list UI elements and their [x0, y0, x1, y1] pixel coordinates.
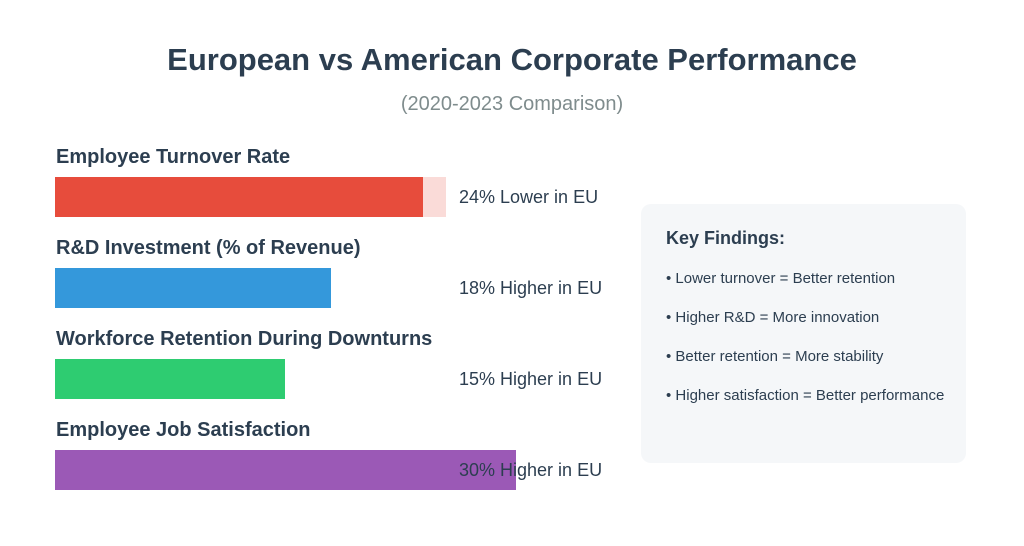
key-findings-title: Key Findings:	[666, 228, 786, 248]
metric-label-turnover: Employee Turnover Rate	[56, 146, 291, 168]
key-findings-panel: Key Findings: • Lower turnover = Better …	[641, 204, 966, 463]
metric-label-retention: Workforce Retention During Downturns	[56, 328, 433, 350]
finding-item: • Higher satisfaction = Better performan…	[666, 387, 945, 404]
bar-rnd	[55, 268, 331, 308]
metric-label-rnd: R&D Investment (% of Revenue)	[56, 237, 361, 259]
bar-track-satisfaction	[55, 450, 655, 490]
finding-item: • Better retention = More stability	[666, 348, 884, 365]
bar-track-retention	[55, 359, 655, 399]
bar-track-rnd	[55, 268, 655, 308]
bar-turnover	[55, 177, 423, 217]
chart-subtitle: (2020-2023 Comparison)	[400, 93, 624, 115]
bar-retention	[55, 359, 285, 399]
bar-value-label-retention: 15% Higher in EU	[459, 369, 603, 389]
finding-item: • Higher R&D = More innovation	[666, 309, 880, 326]
bar-value-label-rnd: 18% Higher in EU	[459, 278, 603, 298]
chart-title: European vs American Corporate Performan…	[167, 42, 857, 77]
finding-item: • Lower turnover = Better retention	[666, 270, 896, 287]
bar-value-label-satisfaction: 30% Higher in EU	[459, 460, 603, 480]
bar-track-turnover	[55, 177, 446, 217]
bar-value-label-turnover: 24% Lower in EU	[459, 187, 599, 207]
metric-label-satisfaction: Employee Job Satisfaction	[56, 419, 311, 441]
bar-satisfaction	[55, 450, 516, 490]
